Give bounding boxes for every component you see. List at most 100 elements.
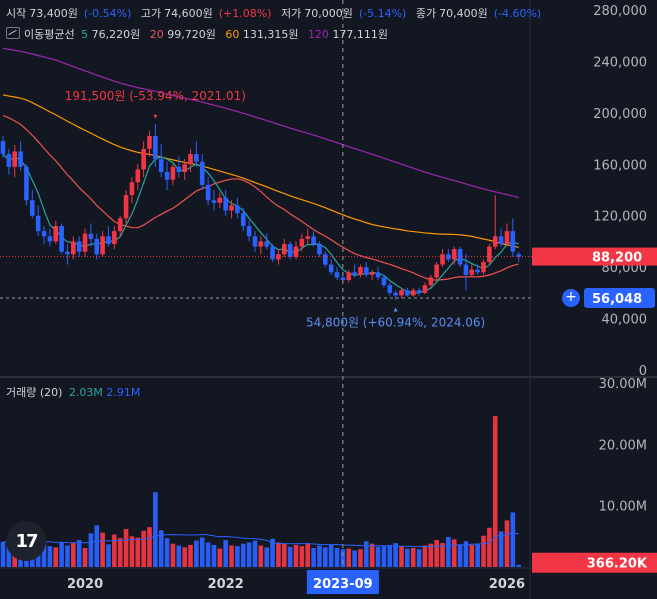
volume-tick-label: 10.00M <box>599 500 647 515</box>
candle-body <box>463 264 469 275</box>
candle-body <box>323 254 328 265</box>
add-alert-plus-icon[interactable]: + <box>562 289 580 307</box>
volume-bar <box>141 530 146 567</box>
volume-bar <box>182 547 187 567</box>
candle-body <box>364 267 369 275</box>
volume-bar <box>481 535 486 567</box>
candle-body <box>281 244 287 255</box>
volume-bar <box>446 536 451 567</box>
volume-bar <box>305 543 311 567</box>
volume-bar <box>170 543 176 567</box>
volume-bar <box>451 539 457 567</box>
high-change: (+1.08%) <box>218 7 272 20</box>
price-tick-label: 280,000 <box>593 4 647 19</box>
tradingview-logo: 17 <box>6 521 46 561</box>
volume-bar <box>358 549 363 567</box>
candle-body <box>129 182 135 196</box>
volume-legend[interactable]: 거래량 (20) 2.03M 2.91M <box>6 384 140 400</box>
candle-body <box>475 269 480 273</box>
volume-bar <box>82 547 88 567</box>
volume-bar <box>59 542 64 567</box>
volume-bar <box>229 545 234 567</box>
ma120-period: 120 <box>307 28 329 41</box>
candle-body <box>358 267 363 275</box>
ma-title: 이동평균선 <box>24 28 75 41</box>
candle-body <box>0 141 6 154</box>
candle-body <box>188 154 193 165</box>
candle-body <box>158 159 164 172</box>
candle-body <box>381 277 387 286</box>
ma60-line <box>2 94 519 248</box>
candle-body <box>434 264 439 278</box>
candle-body <box>498 236 504 244</box>
volume-bar <box>164 538 170 567</box>
close-change: (-4.60%) <box>493 7 542 20</box>
volume-bar <box>381 546 387 567</box>
low-label: 저가 <box>280 7 302 20</box>
volume-bar <box>6 540 12 567</box>
candle-body <box>334 272 340 278</box>
candle-body <box>76 241 82 252</box>
candle-body <box>393 292 398 296</box>
candle-body <box>422 285 428 293</box>
candle-body <box>24 166 29 201</box>
volume-bar <box>469 544 475 567</box>
candle-body <box>252 236 258 247</box>
low-marker <box>393 307 398 312</box>
volume-bar <box>211 544 217 567</box>
candle-body <box>293 246 299 257</box>
volume-bar <box>88 533 94 567</box>
candle-body <box>410 290 416 296</box>
candle-body <box>352 272 357 275</box>
price-badge-text: 88,200 <box>592 251 642 266</box>
high-annotation: 191,500원 (-53.94%, 2021.01) <box>65 89 246 103</box>
candle-body <box>469 269 475 275</box>
candle-body <box>487 246 492 262</box>
candle-body <box>59 226 64 252</box>
candle-body <box>30 200 35 216</box>
candle-body <box>258 241 264 247</box>
volume-ma-value: 2.91M <box>106 386 141 399</box>
line-badge <box>584 287 655 308</box>
volume-bar <box>270 538 275 567</box>
ma-legend[interactable]: 이동평균선 5 76,220원 20 99,720원 60 131,315원 1… <box>6 26 394 42</box>
candle-body <box>399 290 404 296</box>
open-value: 73,400원 <box>29 7 78 20</box>
candle-body <box>375 272 381 278</box>
indicator-settings-icon[interactable] <box>6 27 20 39</box>
price-tick-label: 0 <box>639 364 647 379</box>
candle-body <box>88 233 94 239</box>
candle-body <box>217 197 223 203</box>
candle-body <box>492 236 498 247</box>
volume-bar <box>264 547 269 567</box>
volume-bar <box>147 527 152 567</box>
volume-bar <box>246 542 252 567</box>
volume-bar <box>252 540 258 567</box>
candle-body <box>287 244 293 257</box>
candle-body <box>82 233 88 252</box>
candle-body <box>264 241 269 247</box>
volume-bar <box>475 543 480 567</box>
volume-bar <box>53 547 59 567</box>
candle-body <box>305 236 311 239</box>
ma120-value: 177,111원 <box>332 28 389 41</box>
price-badge <box>532 247 657 266</box>
candle-body <box>117 218 123 232</box>
open-label: 시작 <box>6 7 27 20</box>
volume-bar <box>457 544 463 567</box>
volume-tick-label: 20.00M <box>599 438 647 453</box>
volume-bar <box>393 543 398 567</box>
ma20-period: 20 <box>149 28 164 41</box>
candle-body <box>112 231 117 244</box>
candle-body <box>346 272 352 280</box>
candle-body <box>223 197 228 211</box>
candle-body <box>123 195 129 219</box>
volume-bar <box>176 545 182 567</box>
candle-body <box>328 264 334 273</box>
ohlc-legend: 시작 73,400원 (-0.54%) 고가 74,600원 (+1.08%) 저가 70… <box>6 5 547 21</box>
volume-bar <box>287 546 293 567</box>
candle-body <box>164 172 170 180</box>
volume-bar <box>65 545 70 567</box>
volume-bar <box>281 543 287 567</box>
